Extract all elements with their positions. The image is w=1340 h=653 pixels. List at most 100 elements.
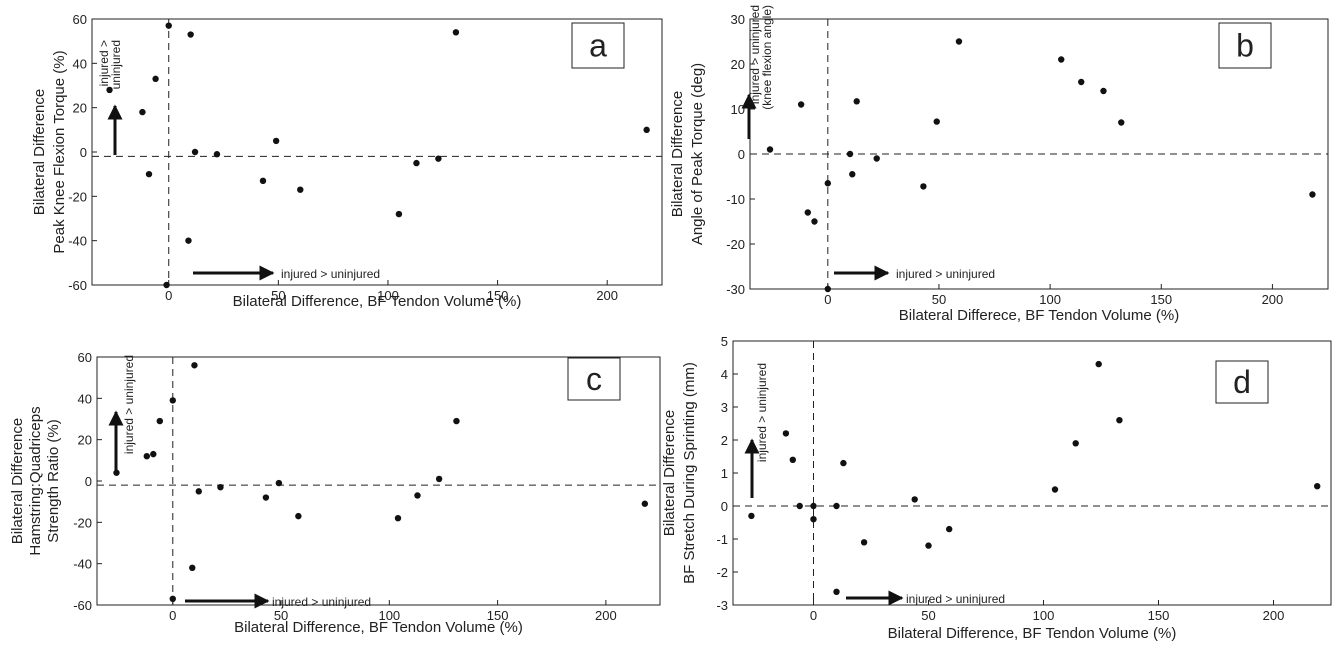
x-tick-label: 100 xyxy=(1033,608,1055,623)
data-point xyxy=(824,285,832,293)
x-direction-annotation: injured > uninjured xyxy=(906,592,1005,606)
data-point xyxy=(156,417,163,425)
y-axis-label: Bilateral Difference xyxy=(669,91,686,217)
data-point xyxy=(1072,440,1079,447)
data-point xyxy=(925,542,932,549)
data-point xyxy=(833,502,840,510)
data-point xyxy=(853,98,860,105)
x-tick-label: 0 xyxy=(165,288,172,303)
data-point xyxy=(452,29,460,36)
data-point xyxy=(1095,360,1102,368)
data-point xyxy=(191,362,198,369)
y-tick-label: 0 xyxy=(80,145,87,160)
y-axis-label: Hamstring:Quadriceps xyxy=(27,406,44,555)
data-point xyxy=(643,126,650,134)
y-tick-label: -20 xyxy=(73,515,92,530)
x-tick-label: 50 xyxy=(932,292,946,307)
data-point xyxy=(796,502,803,510)
data-point xyxy=(955,38,963,45)
data-point xyxy=(766,146,774,153)
data-point xyxy=(169,595,176,602)
panel-c: 0 50 100 150 200 -60 -40 -20 0 20 40 60 Bilateral Di… xyxy=(9,350,661,636)
x-tick-label: 200 xyxy=(595,608,617,623)
data-point xyxy=(1058,56,1065,63)
x-tick-label: 0 xyxy=(824,292,831,307)
data-point xyxy=(846,150,854,158)
data-point xyxy=(295,512,302,520)
y-tick-label: 20 xyxy=(78,433,92,448)
y-tick-label: -30 xyxy=(726,282,745,297)
panel-label-box xyxy=(571,22,625,69)
data-point xyxy=(748,512,755,520)
panel-label: c xyxy=(586,361,602,397)
x-axis-label: Bilateral Difference, BF Tendon Volume (… xyxy=(888,625,1177,642)
data-point xyxy=(1118,119,1125,126)
panel-label: d xyxy=(1233,364,1251,400)
data-point xyxy=(187,31,194,38)
data-point xyxy=(1309,191,1316,198)
x-axis-label: Bilateral Difference, BF Tendon Volume (… xyxy=(233,293,522,310)
y-tick-label: 40 xyxy=(78,391,92,406)
data-point xyxy=(275,479,283,487)
data-point xyxy=(1051,486,1059,493)
y-tick-label: 3 xyxy=(721,400,728,415)
x-tick-label: 200 xyxy=(1262,292,1284,307)
y-tick-label: 0 xyxy=(738,147,745,162)
data-point xyxy=(185,237,192,244)
data-point xyxy=(394,515,402,522)
data-point xyxy=(1116,417,1123,424)
x-tick-label: 200 xyxy=(596,288,618,303)
x-tick-label: 50 xyxy=(921,608,935,623)
y-direction-annotation: injured > uninjured xyxy=(748,5,762,104)
y-axis-label: BF Stretch During Sprinting (mm) xyxy=(681,362,698,584)
data-point xyxy=(139,108,146,116)
data-point xyxy=(150,450,157,458)
y-tick-label: -3 xyxy=(716,598,728,613)
panel-label: a xyxy=(589,28,607,64)
data-point xyxy=(191,148,199,156)
panel-label-box xyxy=(1215,360,1269,404)
y-tick-label: -60 xyxy=(73,598,92,613)
data-point xyxy=(217,484,224,491)
y-tick-label: 10 xyxy=(731,102,745,117)
y-tick-label: -40 xyxy=(68,234,87,249)
y-tick-label: 20 xyxy=(73,101,87,116)
y-tick-label: 4 xyxy=(721,367,728,382)
y-tick-label: 0 xyxy=(721,499,728,514)
y-axis-label: Peak Knee Flexion Torque (%) xyxy=(51,50,68,253)
x-tick-label: 100 xyxy=(377,288,399,303)
x-tick-label: 200 xyxy=(1263,608,1285,623)
x-tick-label: 0 xyxy=(810,608,817,623)
data-point xyxy=(782,430,790,437)
data-point xyxy=(189,564,196,571)
x-tick-label: 100 xyxy=(378,608,400,623)
y-tick-label: 5 xyxy=(721,334,728,349)
y-axis-label: Strength Ratio (%) xyxy=(45,419,62,542)
data-point xyxy=(169,397,176,404)
y-direction-annotation: (knee flexion angle) xyxy=(760,5,774,110)
data-point xyxy=(414,492,421,499)
y-tick-label: 30 xyxy=(731,12,745,27)
data-point xyxy=(213,151,221,158)
y-tick-label: -40 xyxy=(73,557,92,572)
data-point xyxy=(195,488,202,495)
y-tick-label: -20 xyxy=(726,237,745,252)
data-point xyxy=(1078,78,1085,86)
y-tick-label: -60 xyxy=(68,278,87,293)
y-tick-label: 1 xyxy=(721,466,728,481)
y-tick-label: 0 xyxy=(85,474,92,489)
x-tick-label: 50 xyxy=(271,288,285,303)
data-point xyxy=(435,155,442,162)
data-point xyxy=(143,453,151,460)
data-point xyxy=(833,588,840,595)
x-axis-label: Bilateral Difference, BF Tendon Volume (… xyxy=(234,619,523,636)
x-tick-label: 50 xyxy=(274,608,288,623)
y-tick-label: -1 xyxy=(716,532,728,547)
data-point xyxy=(860,539,868,546)
data-point xyxy=(106,86,113,94)
data-point xyxy=(933,118,940,125)
panel-a: 0 50 100 150 200 -60 -40 -20 0 20 40 60 Bilateral Di… xyxy=(31,12,663,310)
y-direction-annotation: uninjured xyxy=(109,40,123,89)
data-point xyxy=(849,171,856,178)
